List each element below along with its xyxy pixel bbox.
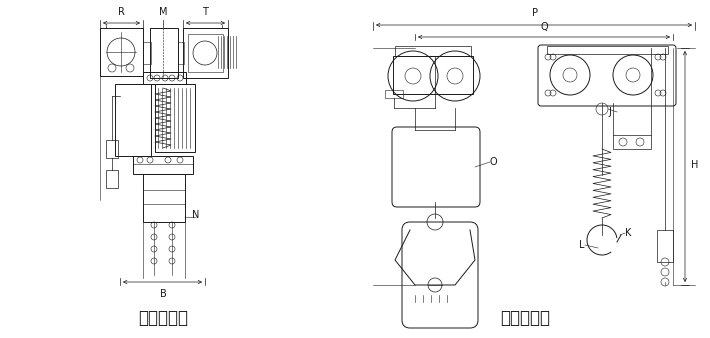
Bar: [385, 90, 403, 98]
Bar: [143, 42, 151, 64]
Bar: [178, 42, 184, 64]
Text: T: T: [202, 7, 208, 17]
Bar: [657, 230, 673, 262]
Text: B: B: [160, 289, 166, 299]
Bar: [613, 135, 651, 149]
Bar: [183, 28, 228, 78]
Text: P: P: [532, 8, 538, 18]
Bar: [150, 28, 178, 78]
Bar: [143, 174, 185, 222]
Bar: [395, 46, 471, 56]
Text: H: H: [691, 160, 699, 170]
Bar: [155, 84, 195, 152]
Text: K: K: [625, 228, 631, 238]
Text: N: N: [192, 210, 200, 220]
Text: R: R: [118, 7, 124, 17]
Bar: [106, 140, 118, 158]
Bar: [393, 56, 473, 94]
Text: Q: Q: [540, 22, 548, 32]
Text: L: L: [579, 240, 585, 250]
Text: 正面尺寸图: 正面尺寸图: [500, 309, 550, 327]
Bar: [100, 28, 143, 76]
Bar: [106, 170, 118, 188]
Bar: [547, 46, 668, 54]
Bar: [133, 156, 193, 174]
Text: 侧面尺寸图: 侧面尺寸图: [138, 309, 188, 327]
Bar: [143, 72, 186, 84]
Text: J: J: [608, 107, 611, 117]
Bar: [188, 34, 223, 72]
Text: M: M: [159, 7, 168, 17]
Text: O: O: [490, 157, 498, 167]
Bar: [115, 84, 151, 156]
